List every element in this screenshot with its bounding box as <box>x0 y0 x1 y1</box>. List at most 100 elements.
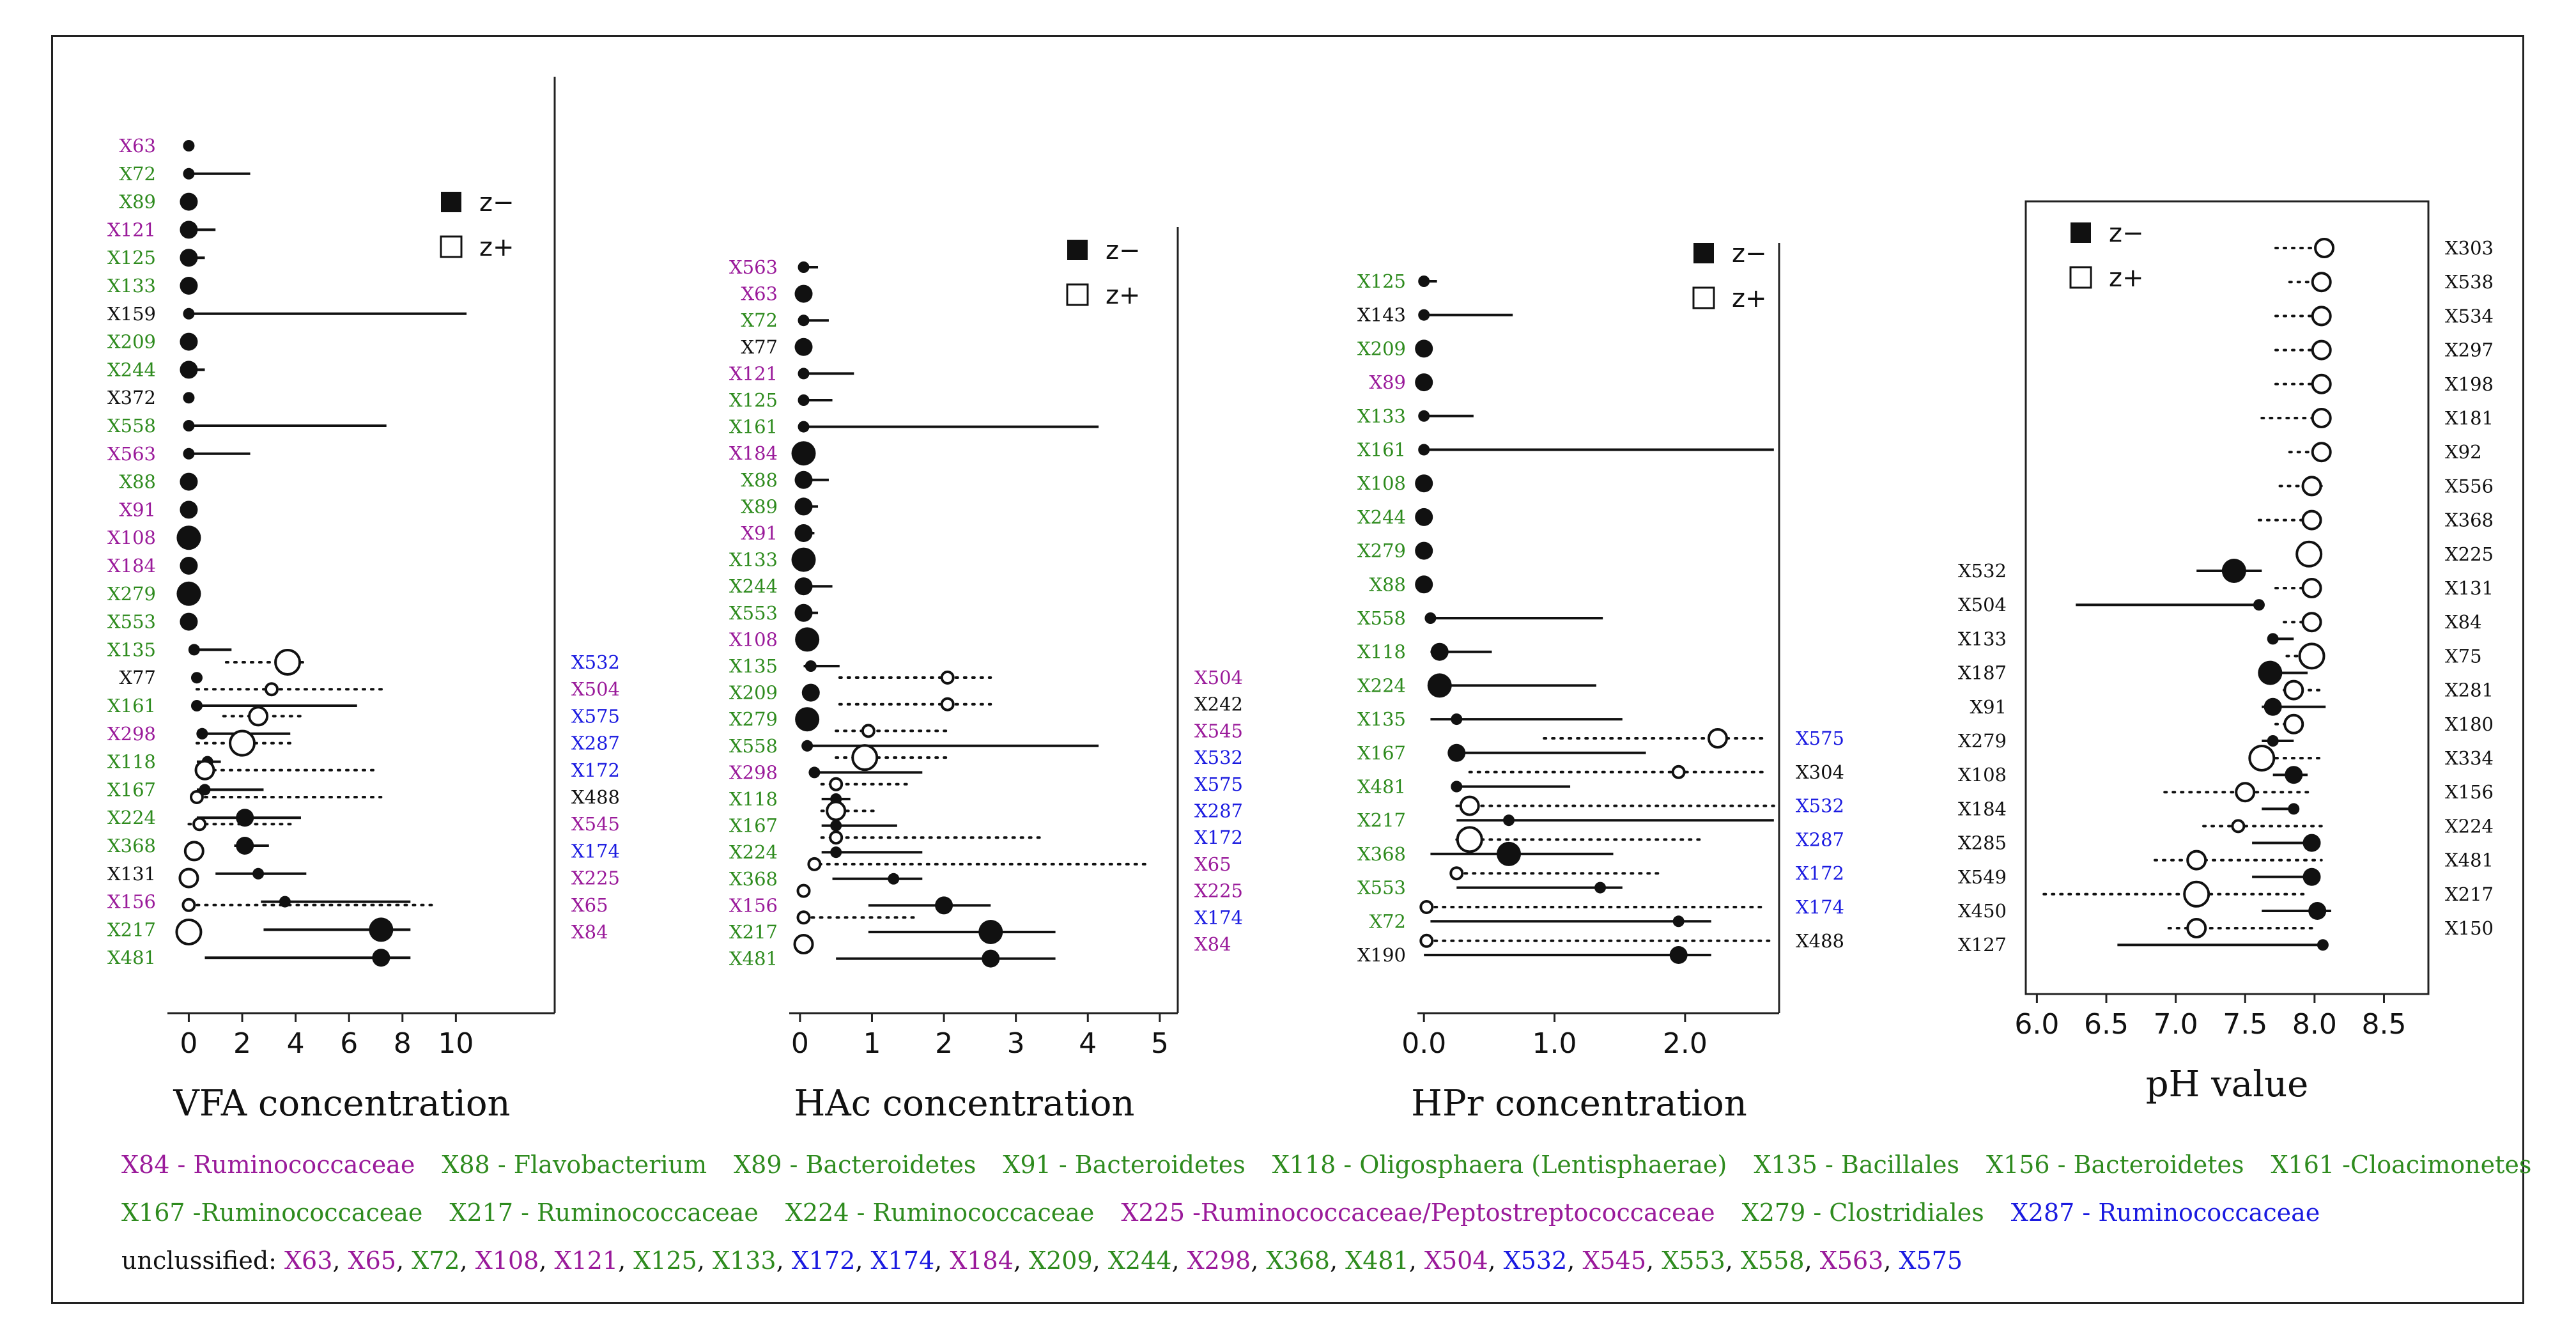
row-label-X89: X89 <box>119 191 156 213</box>
legend-entry: X225 -Ruminococcaceae/Peptostreptococcac… <box>1121 1199 1715 1227</box>
unclassified-entry: X133 <box>713 1247 776 1275</box>
row-label-X368: X368 <box>2445 509 2494 531</box>
point-X538 <box>2311 272 2332 293</box>
point-X143 <box>1418 309 1430 321</box>
point-X279 <box>795 707 820 732</box>
point-X217 <box>1503 814 1515 827</box>
point-X172 <box>829 830 844 845</box>
x-tick-label: 5 <box>1151 1027 1169 1060</box>
point-X287 <box>1456 826 1483 853</box>
row-label-X553: X553 <box>729 602 778 624</box>
row-label-X532: X532 <box>1958 560 2007 582</box>
row-label-X225: X225 <box>571 867 620 889</box>
legend-filled-square-icon <box>2071 222 2091 243</box>
x-axis-title: VFA concentration <box>173 1083 510 1124</box>
point-X575 <box>1707 728 1728 749</box>
separator: , <box>459 1247 475 1275</box>
row-label-X244: X244 <box>107 359 156 380</box>
separator: , <box>1251 1247 1267 1275</box>
point-X167 <box>830 819 842 832</box>
point-X558 <box>801 740 814 752</box>
point-X135 <box>805 660 817 672</box>
point-X84 <box>2301 612 2322 633</box>
point-X180 <box>2283 713 2304 734</box>
legend-plus-label: z+ <box>479 233 514 262</box>
row-label-X150: X150 <box>2445 917 2494 939</box>
row-label-X167: X167 <box>107 779 156 800</box>
point-X450 <box>2308 902 2327 920</box>
separator: , <box>539 1247 555 1275</box>
row-label-X172: X172 <box>1194 827 1243 848</box>
unclassified-entry: X65 <box>348 1247 396 1275</box>
x-tick-label: 2 <box>233 1027 251 1060</box>
legend-filled-square-icon <box>1067 240 1088 260</box>
row-label-X488: X488 <box>1796 930 1844 952</box>
x-tick-label: 7.5 <box>2223 1008 2267 1041</box>
separator: , <box>697 1247 713 1275</box>
row-label-X553: X553 <box>107 611 156 633</box>
point-X304 <box>1671 765 1686 779</box>
x-tick-label: 6 <box>340 1027 358 1060</box>
row-label-X534: X534 <box>2445 305 2494 327</box>
row-label-X303: X303 <box>2445 237 2494 259</box>
point-X156 <box>935 896 953 915</box>
point-X532 <box>851 744 879 772</box>
legend-filled-square-icon <box>441 192 461 212</box>
unclassified-entry: X545 <box>1582 1247 1647 1275</box>
point-X108 <box>176 525 201 550</box>
x-tick-label: 6.5 <box>2084 1008 2129 1041</box>
legend-open-square-icon <box>440 235 463 258</box>
point-X481 <box>982 949 1000 968</box>
x-tick-label: 6.0 <box>2014 1008 2059 1041</box>
legend-entry: X135 - Bacillales <box>1754 1151 1960 1179</box>
row-label-X575: X575 <box>1796 727 1844 749</box>
point-X225 <box>178 867 199 889</box>
legend-plus-label: z+ <box>1106 281 1141 310</box>
point-X174 <box>183 841 204 862</box>
x-tick-label: 0 <box>180 1027 197 1060</box>
point-X545 <box>861 724 875 738</box>
point-X549 <box>2302 867 2321 886</box>
row-label-X279: X279 <box>729 708 778 730</box>
point-X298 <box>808 766 821 779</box>
point-X303 <box>2314 238 2335 258</box>
point-X133 <box>180 277 198 295</box>
row-label-X91: X91 <box>741 522 778 544</box>
legend-row-2: X167 -Ruminococcaceae X217 - Ruminococcac… <box>121 1189 2486 1237</box>
point-X225 <box>2295 540 2323 568</box>
row-label-X224: X224 <box>2445 815 2494 837</box>
point-X131 <box>252 867 265 880</box>
point-X174 <box>796 910 811 925</box>
separator: , <box>1329 1247 1346 1275</box>
row-label-X558: X558 <box>107 415 156 437</box>
row-label-X532: X532 <box>1796 795 1844 817</box>
x-tick-label: 0.0 <box>1401 1027 1446 1060</box>
separator: , <box>618 1247 634 1275</box>
row-label-X217: X217 <box>107 919 156 940</box>
point-X285 <box>2302 834 2321 852</box>
row-label-X91: X91 <box>119 499 156 520</box>
legend-entry: X167 -Ruminococcaceae <box>121 1199 423 1227</box>
point-X504 <box>2253 599 2265 611</box>
legend-entry: X118 - Oligosphaera (Lentisphaerae) <box>1272 1151 1727 1179</box>
point-X121 <box>180 221 198 239</box>
row-label-X224: X224 <box>1357 674 1406 696</box>
point-X553 <box>180 612 198 631</box>
unclassified-entry: X553 <box>1662 1247 1725 1275</box>
row-label-X563: X563 <box>729 256 778 278</box>
point-X156 <box>2235 782 2256 803</box>
row-label-X281: X281 <box>2445 680 2494 701</box>
point-X217 <box>2183 880 2210 908</box>
separator: , <box>332 1247 348 1275</box>
point-X217 <box>369 917 394 942</box>
row-label-X77: X77 <box>119 667 156 688</box>
unclassified-entry: X558 <box>1740 1247 1805 1275</box>
row-label-X181: X181 <box>2445 407 2494 429</box>
legend-open-square-icon <box>2069 266 2092 289</box>
separator: , <box>396 1247 412 1275</box>
panel-vfa: 0 2 4 6 8 10 VFA concentration z− z+ X63 X72 X89 X12… <box>107 77 620 1124</box>
point-X224 <box>2231 819 2246 834</box>
point-X63 <box>183 140 195 151</box>
unclassified-entry: X121 <box>554 1247 619 1275</box>
